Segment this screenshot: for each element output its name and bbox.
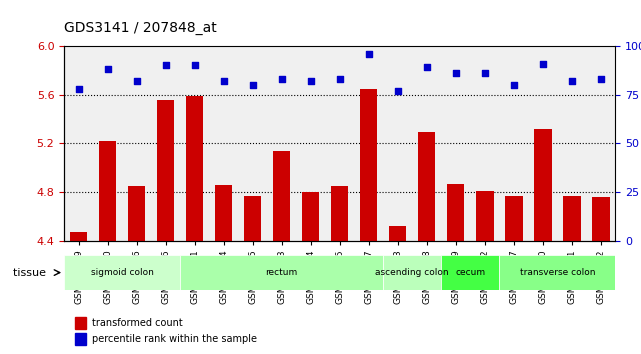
- Text: cecum: cecum: [455, 268, 485, 277]
- Bar: [157, 99, 174, 354]
- Point: [451, 70, 461, 76]
- Point: [276, 76, 287, 82]
- Point: [567, 78, 577, 84]
- FancyBboxPatch shape: [64, 255, 180, 290]
- Text: transverse colon: transverse colon: [520, 268, 595, 277]
- Bar: [244, 196, 262, 354]
- Point: [422, 64, 432, 70]
- Point: [103, 67, 113, 72]
- Point: [393, 88, 403, 93]
- Point: [131, 78, 142, 84]
- Bar: [75, 333, 86, 345]
- Text: ascending colon: ascending colon: [376, 268, 449, 277]
- Point: [538, 61, 548, 67]
- Bar: [534, 129, 551, 354]
- Point: [74, 86, 84, 92]
- Bar: [418, 132, 435, 354]
- Point: [509, 82, 519, 88]
- Bar: [186, 96, 203, 354]
- Point: [247, 82, 258, 88]
- Point: [595, 76, 606, 82]
- Text: percentile rank within the sample: percentile rank within the sample: [92, 334, 256, 344]
- Text: GDS3141 / 207848_at: GDS3141 / 207848_at: [64, 21, 217, 35]
- FancyBboxPatch shape: [180, 255, 383, 290]
- Point: [219, 78, 229, 84]
- Text: transformed count: transformed count: [92, 318, 183, 328]
- Bar: [128, 186, 146, 354]
- Bar: [215, 185, 233, 354]
- Bar: [563, 196, 581, 354]
- FancyBboxPatch shape: [383, 255, 441, 290]
- Bar: [476, 191, 494, 354]
- Point: [190, 63, 200, 68]
- Point: [363, 51, 374, 57]
- Point: [479, 70, 490, 76]
- Point: [160, 63, 171, 68]
- Text: tissue: tissue: [13, 268, 49, 278]
- FancyBboxPatch shape: [441, 255, 499, 290]
- Bar: [99, 141, 116, 354]
- Bar: [505, 196, 522, 354]
- Bar: [389, 226, 406, 354]
- Bar: [331, 186, 349, 354]
- Bar: [592, 197, 610, 354]
- Bar: [70, 232, 87, 354]
- Text: sigmoid colon: sigmoid colon: [90, 268, 154, 277]
- Point: [306, 78, 316, 84]
- Bar: [273, 151, 290, 354]
- Bar: [447, 183, 465, 354]
- Text: rectum: rectum: [265, 268, 298, 277]
- Point: [335, 76, 345, 82]
- FancyBboxPatch shape: [499, 255, 615, 290]
- Bar: [302, 192, 319, 354]
- Bar: [360, 88, 378, 354]
- Bar: [75, 317, 86, 329]
